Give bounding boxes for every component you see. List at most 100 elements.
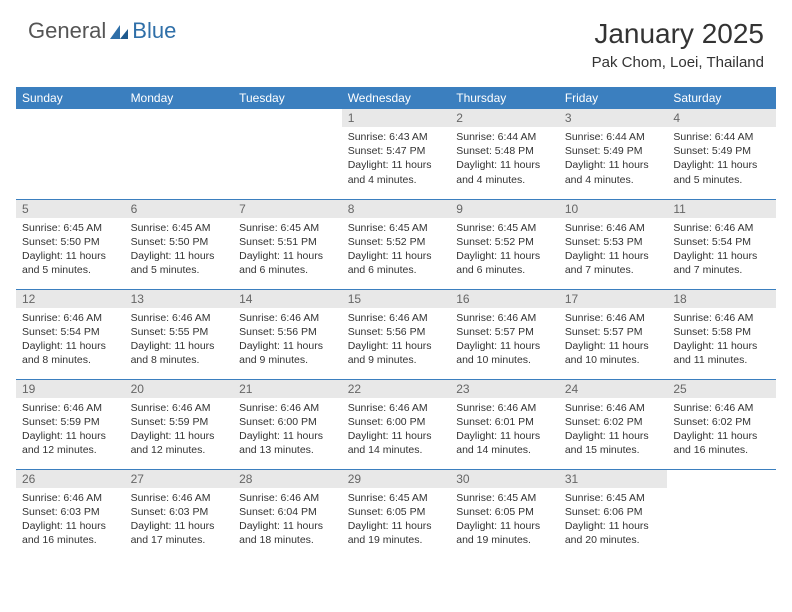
day-text: Sunrise: 6:44 AMSunset: 5:49 PMDaylight:… <box>667 127 776 187</box>
calendar-cell: 10Sunrise: 6:46 AMSunset: 5:53 PMDayligh… <box>559 199 668 289</box>
sunrise: Sunrise: 6:46 AM <box>131 491 228 505</box>
sunrise: Sunrise: 6:46 AM <box>348 311 445 325</box>
calendar-cell: 25Sunrise: 6:46 AMSunset: 6:02 PMDayligh… <box>667 379 776 469</box>
daylight: Daylight: 11 hours and 11 minutes. <box>673 339 770 367</box>
calendar-cell: 3Sunrise: 6:44 AMSunset: 5:49 PMDaylight… <box>559 109 668 199</box>
daylight: Daylight: 11 hours and 6 minutes. <box>456 249 553 277</box>
day-number: 26 <box>16 470 125 488</box>
calendar-cell: 31Sunrise: 6:45 AMSunset: 6:06 PMDayligh… <box>559 469 668 559</box>
day-text: Sunrise: 6:46 AMSunset: 5:53 PMDaylight:… <box>559 218 668 278</box>
day-number: 17 <box>559 290 668 308</box>
weekday-header: Thursday <box>450 87 559 109</box>
sunset: Sunset: 6:03 PM <box>22 505 119 519</box>
calendar-cell: 7Sunrise: 6:45 AMSunset: 5:51 PMDaylight… <box>233 199 342 289</box>
sunrise: Sunrise: 6:46 AM <box>131 401 228 415</box>
sunset: Sunset: 5:57 PM <box>565 325 662 339</box>
day-text: Sunrise: 6:46 AMSunset: 5:54 PMDaylight:… <box>667 218 776 278</box>
calendar-cell: 11Sunrise: 6:46 AMSunset: 5:54 PMDayligh… <box>667 199 776 289</box>
sunrise: Sunrise: 6:45 AM <box>348 491 445 505</box>
daylight: Daylight: 11 hours and 9 minutes. <box>348 339 445 367</box>
sunset: Sunset: 5:49 PM <box>565 144 662 158</box>
day-text: Sunrise: 6:46 AMSunset: 6:02 PMDaylight:… <box>559 398 668 458</box>
sunset: Sunset: 5:54 PM <box>673 235 770 249</box>
daylight: Daylight: 11 hours and 19 minutes. <box>348 519 445 547</box>
calendar-cell: 15 Sunrise: 6:46 AMSunset: 5:56 PMDayligh… <box>342 289 451 379</box>
day-number: 11 <box>667 200 776 218</box>
calendar-cell <box>667 469 776 559</box>
day-number: 25 <box>667 380 776 398</box>
sunrise: Sunrise: 6:45 AM <box>456 491 553 505</box>
day-text: Sunrise: 6:46 AMSunset: 5:59 PMDaylight:… <box>125 398 234 458</box>
daylight: Daylight: 11 hours and 12 minutes. <box>131 429 228 457</box>
day-number: 22 <box>342 380 451 398</box>
day-number: 1 <box>342 109 451 127</box>
daylight: Daylight: 11 hours and 6 minutes. <box>348 249 445 277</box>
sunrise: Sunrise: 6:44 AM <box>673 130 770 144</box>
calendar-cell: 8Sunrise: 6:45 AMSunset: 5:52 PMDaylight… <box>342 199 451 289</box>
day-text: Sunrise: 6:46 AMSunset: 5:55 PMDaylight:… <box>125 308 234 368</box>
day-text: Sunrise: 6:46 AMSunset: 5:57 PMDaylight:… <box>559 308 668 368</box>
day-text: Sunrise: 6:46 AMSunset: 6:02 PMDaylight:… <box>667 398 776 458</box>
calendar-cell: 2Sunrise: 6:44 AMSunset: 5:48 PMDaylight… <box>450 109 559 199</box>
weekday-header: Saturday <box>667 87 776 109</box>
day-number: 7 <box>233 200 342 218</box>
calendar-cell: 17Sunrise: 6:46 AMSunset: 5:57 PMDayligh… <box>559 289 668 379</box>
day-text: Sunrise: 6:45 AMSunset: 5:51 PMDaylight:… <box>233 218 342 278</box>
day-number: 15 <box>342 290 451 308</box>
calendar-cell: 28Sunrise: 6:46 AMSunset: 6:04 PMDayligh… <box>233 469 342 559</box>
sunrise: Sunrise: 6:46 AM <box>239 491 336 505</box>
calendar-cell: 30Sunrise: 6:45 AMSunset: 6:05 PMDayligh… <box>450 469 559 559</box>
sunrise: Sunrise: 6:46 AM <box>673 401 770 415</box>
day-number: 29 <box>342 470 451 488</box>
daylight: Daylight: 11 hours and 8 minutes. <box>22 339 119 367</box>
day-text: Sunrise: 6:45 AMSunset: 5:50 PMDaylight:… <box>125 218 234 278</box>
sunset: Sunset: 6:02 PM <box>565 415 662 429</box>
sunrise: Sunrise: 6:46 AM <box>239 311 336 325</box>
calendar-cell: 5Sunrise: 6:45 AMSunset: 5:50 PMDaylight… <box>16 199 125 289</box>
sunset: Sunset: 5:58 PM <box>673 325 770 339</box>
daylight: Daylight: 11 hours and 16 minutes. <box>673 429 770 457</box>
sunset: Sunset: 5:52 PM <box>456 235 553 249</box>
sunset: Sunset: 5:53 PM <box>565 235 662 249</box>
sunset: Sunset: 6:00 PM <box>239 415 336 429</box>
daylight: Daylight: 11 hours and 5 minutes. <box>673 158 770 186</box>
day-number: 19 <box>16 380 125 398</box>
sunrise: Sunrise: 6:45 AM <box>22 221 119 235</box>
sunset: Sunset: 6:02 PM <box>673 415 770 429</box>
daylight: Daylight: 11 hours and 13 minutes. <box>239 429 336 457</box>
sunset: Sunset: 5:48 PM <box>456 144 553 158</box>
day-number: 3 <box>559 109 668 127</box>
sunset: Sunset: 5:56 PM <box>348 325 445 339</box>
sunrise: Sunrise: 6:46 AM <box>456 311 553 325</box>
sunset: Sunset: 5:52 PM <box>348 235 445 249</box>
sunset: Sunset: 5:59 PM <box>131 415 228 429</box>
sunrise: Sunrise: 6:46 AM <box>673 221 770 235</box>
daylight: Daylight: 11 hours and 7 minutes. <box>565 249 662 277</box>
day-number: 6 <box>125 200 234 218</box>
sunrise: Sunrise: 6:45 AM <box>131 221 228 235</box>
calendar-cell: 21Sunrise: 6:46 AMSunset: 6:00 PMDayligh… <box>233 379 342 469</box>
day-text: Sunrise: 6:45 AMSunset: 5:50 PMDaylight:… <box>16 218 125 278</box>
day-text: Sunrise: 6:46 AMSunset: 5:54 PMDaylight:… <box>16 308 125 368</box>
sunrise: Sunrise: 6:44 AM <box>565 130 662 144</box>
sunrise: Sunrise: 6:45 AM <box>565 491 662 505</box>
calendar-cell: 16Sunrise: 6:46 AMSunset: 5:57 PMDayligh… <box>450 289 559 379</box>
day-text: Sunrise: 6:44 AMSunset: 5:48 PMDaylight:… <box>450 127 559 187</box>
sunrise: Sunrise: 6:45 AM <box>456 221 553 235</box>
calendar-cell: 1Sunrise: 6:43 AMSunset: 5:47 PMDaylight… <box>342 109 451 199</box>
calendar-cell: 29Sunrise: 6:45 AMSunset: 6:05 PMDayligh… <box>342 469 451 559</box>
daylight: Daylight: 11 hours and 16 minutes. <box>22 519 119 547</box>
day-text: Sunrise: 6:45 AMSunset: 6:05 PMDaylight:… <box>342 488 451 548</box>
logo-text-blue: Blue <box>132 18 176 44</box>
calendar-cell: 19Sunrise: 6:46 AMSunset: 5:59 PMDayligh… <box>16 379 125 469</box>
sunset: Sunset: 5:55 PM <box>131 325 228 339</box>
sunrise: Sunrise: 6:43 AM <box>348 130 445 144</box>
calendar-row: 1Sunrise: 6:43 AMSunset: 5:47 PMDaylight… <box>16 109 776 199</box>
calendar-cell: 27Sunrise: 6:46 AMSunset: 6:03 PMDayligh… <box>125 469 234 559</box>
daylight: Daylight: 11 hours and 15 minutes. <box>565 429 662 457</box>
title-block: January 2025 Pak Chom, Loei, Thailand <box>592 18 764 71</box>
sunrise: Sunrise: 6:46 AM <box>239 401 336 415</box>
daylight: Daylight: 11 hours and 5 minutes. <box>131 249 228 277</box>
daylight: Daylight: 11 hours and 19 minutes. <box>456 519 553 547</box>
weekday-header: Friday <box>559 87 668 109</box>
